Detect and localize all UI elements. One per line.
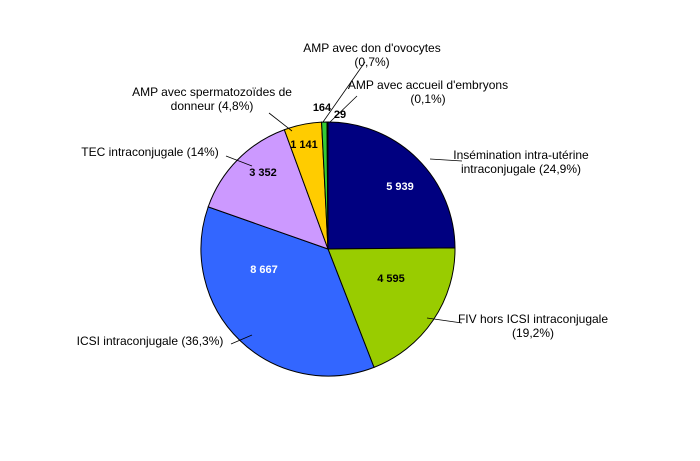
category-label-ovocytes: AMP avec don d'ovocytes (0,7%) <box>303 41 440 69</box>
pie-slice-tec <box>207 129 329 250</box>
leader-line-tec <box>225 155 253 167</box>
pie-slices <box>200 121 456 377</box>
leader-line-ovocytes <box>322 61 366 123</box>
pie-slice-fiv <box>327 247 456 369</box>
leader-line-spermatozoides <box>268 112 293 132</box>
leader-lines <box>225 61 463 345</box>
category-label-embryons: AMP avec accueil d'embryons (0,1%) <box>348 78 508 106</box>
value-label-embryons: 29 <box>334 109 346 121</box>
category-label-insemination: Insémination intra-utérine intraconjugale… <box>453 148 589 176</box>
leader-line-fiv <box>426 317 463 324</box>
leader-line-insemination <box>429 158 463 162</box>
value-label-fiv: 4 595 <box>377 273 405 285</box>
pie-slice-insemination <box>327 121 456 250</box>
slice-category-labels: Insémination intra-utérine intraconjugale… <box>77 41 609 348</box>
value-label-tec: 3 352 <box>249 167 277 179</box>
pie-slice-embryons <box>326 121 329 250</box>
leader-line-embryons <box>329 95 358 123</box>
category-label-tec: TEC intraconjugale (14%) <box>81 145 218 159</box>
category-label-icsi: ICSI intraconjugale (36,3%) <box>77 334 224 348</box>
value-label-icsi: 8 667 <box>250 264 278 276</box>
category-label-spermatozoides: AMP avec spermatozoïdes de donneur (4,8%) <box>132 85 292 113</box>
value-label-ovocytes: 164 <box>313 102 332 114</box>
value-label-insemination: 5 939 <box>386 181 414 193</box>
leader-line-icsi <box>230 334 253 345</box>
category-label-fiv: FIV hors ICSI intraconjugale (19,2%) <box>458 312 608 340</box>
value-label-spermatozoides: 1 141 <box>290 139 318 151</box>
